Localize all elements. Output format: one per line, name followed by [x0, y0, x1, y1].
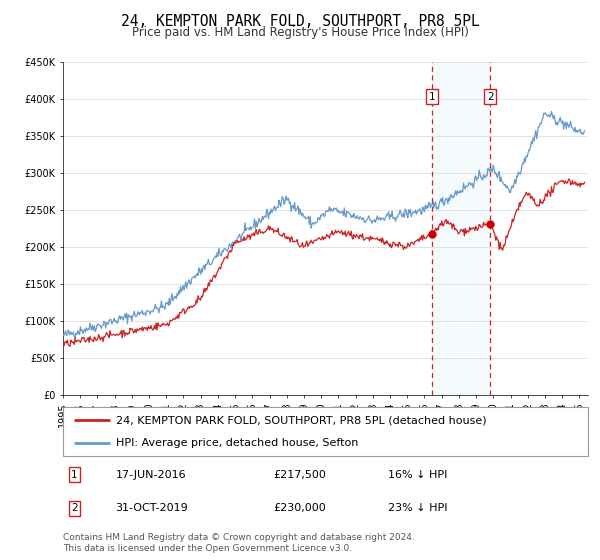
Text: HPI: Average price, detached house, Sefton: HPI: Average price, detached house, Seft… [115, 438, 358, 448]
Text: 17-JUN-2016: 17-JUN-2016 [115, 470, 186, 479]
Text: 1: 1 [71, 470, 78, 479]
Text: 23% ↓ HPI: 23% ↓ HPI [389, 503, 448, 513]
Text: 16% ↓ HPI: 16% ↓ HPI [389, 470, 448, 479]
Text: £230,000: £230,000 [273, 503, 326, 513]
Text: 24, KEMPTON PARK FOLD, SOUTHPORT, PR8 5PL (detached house): 24, KEMPTON PARK FOLD, SOUTHPORT, PR8 5P… [115, 416, 486, 426]
Bar [433, 62, 490, 395]
Text: 24, KEMPTON PARK FOLD, SOUTHPORT, PR8 5PL: 24, KEMPTON PARK FOLD, SOUTHPORT, PR8 5P… [121, 14, 479, 29]
Text: 31-OCT-2019: 31-OCT-2019 [115, 503, 188, 513]
FancyBboxPatch shape [63, 407, 588, 456]
Text: Price paid vs. HM Land Registry's House Price Index (HPI): Price paid vs. HM Land Registry's House … [131, 26, 469, 39]
Text: 1: 1 [429, 92, 436, 101]
Text: £217,500: £217,500 [273, 470, 326, 479]
Text: 2: 2 [71, 503, 78, 513]
Text: 2: 2 [487, 92, 494, 101]
Text: Contains HM Land Registry data © Crown copyright and database right 2024.
This d: Contains HM Land Registry data © Crown c… [63, 533, 415, 553]
